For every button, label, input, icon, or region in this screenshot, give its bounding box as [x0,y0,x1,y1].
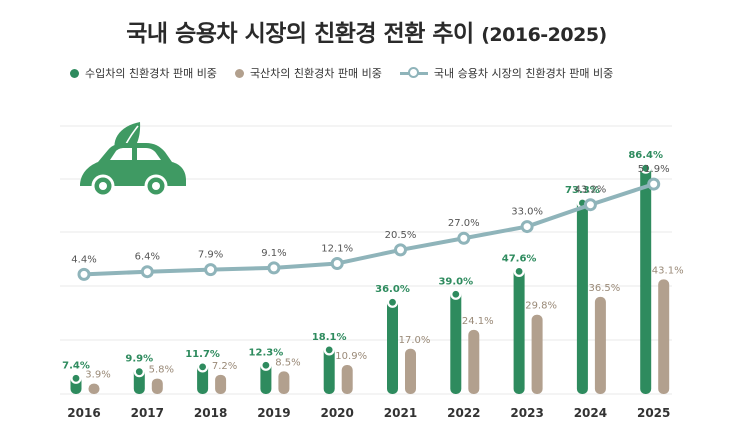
bar-domestic-2016 [88,383,100,394]
bar-import-cap-2018 [197,361,209,373]
x-tick-label-2017: 2017 [131,406,164,420]
data-label-domestic-2025: 43.1% [652,265,684,276]
chart-title: 국내 승용차 시장의 친환경 전환 추이 (2016-2025) [0,14,733,48]
bar-import-cap-2017 [133,366,145,378]
x-tick-label-2018: 2018 [194,406,227,420]
data-labels-group: 7.4%3.9% 9.9%5.8% 11.7%7.2% 12.3%8.5% 18.1% 1… [62,150,683,380]
legend-line-marker-total [399,67,428,79]
bar-domestic-2019 [278,371,290,394]
data-label-domestic-2024: 36.5% [589,283,621,294]
bar-domestic-2022 [468,329,480,394]
legend-item-import: 수입차의 친환경차 판매 비중 [70,65,217,81]
x-tick-label-2021: 2021 [384,406,417,420]
bars-group [70,162,670,394]
data-label-total-2024: 43.2% [575,185,607,196]
line-point-total-2021 [394,243,407,257]
bar-domestic-2021 [405,348,416,394]
x-tick-label-2024: 2024 [574,406,607,420]
bar-import-cap-2016 [70,372,82,384]
data-label-domestic-2022: 24.1% [462,316,494,327]
line-point-total-2020 [330,256,344,270]
data-label-domestic-2020: 10.9% [335,351,367,362]
bar-import-2023 [513,267,525,394]
data-label-total-2022: 27.0% [448,218,480,229]
line-point-total-2023 [520,220,534,234]
legend-label-domestic: 국산차의 친환경차 판매 비중 [249,67,382,80]
bar-import-cap-2023 [513,265,525,277]
data-label-import-2021: 36.0% [375,284,410,295]
line-point-total-2025 [647,177,661,191]
data-label-import-2019: 12.3% [249,347,284,358]
data-label-domestic-2021: 17.0% [399,335,431,346]
legend-label-import: 수입차의 친환경차 판매 비중 [85,67,217,80]
line-point-total-2018 [204,263,218,277]
data-label-import-2023: 47.6% [502,253,537,264]
data-label-import-2016: 7.4% [62,360,90,371]
title-years: (2016-2025) [481,24,607,46]
bar-import-cap-2020 [323,344,335,356]
data-label-total-2023: 33.0% [511,207,543,218]
bar-domestic-2023 [531,314,543,394]
bar-import-2021 [387,298,398,394]
x-axis: 2016 2017 2018 2019 2020 2021 2022 2023 2024 2025 [67,406,670,420]
data-label-total-2020: 12.1% [321,243,353,254]
bar-import-2024 [576,199,588,394]
legend-item-total: 국내 승용차 시장의 친환경차 판매 비중 [399,65,614,81]
data-label-total-2025: 51.9% [638,164,670,175]
data-label-import-2020: 18.1% [312,332,347,343]
data-label-domestic-2017: 5.8% [149,365,174,376]
bar-import-2025 [640,164,652,394]
line-point-total-2019 [267,261,281,275]
line-point-total-2016 [77,267,91,281]
x-tick-label-2016: 2016 [67,406,100,420]
data-label-domestic-2016: 3.9% [85,370,110,381]
data-label-import-2022: 39.0% [438,276,473,287]
legend-label-total: 국내 승용차 시장의 친환경차 판매 비중 [433,67,614,80]
bar-domestic-2017 [151,378,163,394]
eco-car-icon [80,122,186,198]
data-label-total-2016: 4.4% [71,254,96,265]
data-label-import-2017: 9.9% [125,354,153,365]
legend-item-domestic: 국산차의 친환경차 판매 비중 [234,65,382,81]
line-point-total-2024 [583,198,597,212]
bar-import-cap-2021 [386,296,399,308]
bar-domestic-2018 [215,374,227,394]
bar-domestic-2024 [594,296,606,394]
x-tick-label-2020: 2020 [320,406,353,420]
line-point-total-2017 [140,265,154,279]
data-label-domestic-2018: 7.2% [212,361,237,372]
data-label-total-2017: 6.4% [135,252,160,263]
bar-domestic-2025 [658,279,670,394]
bar-import-cap-2019 [260,359,272,371]
data-label-import-2018: 11.7% [185,349,220,360]
x-tick-label-2023: 2023 [510,406,543,420]
legend: 수입차의 친환경차 판매 비중 국산차의 친환경차 판매 비중 국내 승용차 시… [70,64,613,82]
data-label-import-2025: 86.4% [628,150,663,161]
title-main: 국내 승용차 시장의 친환경 전환 추이 [126,21,474,47]
legend-dot-import [70,68,79,78]
bar-import-cap-2025 [640,162,652,174]
bar-import-cap-2022 [450,288,462,300]
x-tick-label-2022: 2022 [447,406,480,420]
data-label-total-2018: 7.9% [198,250,223,261]
line-point-total-2022 [457,231,471,245]
bar-domestic-2020 [341,365,353,394]
data-label-domestic-2023: 29.8% [525,301,557,312]
line-series-total [83,182,655,277]
x-tick-label-2025: 2025 [637,406,670,420]
bar-import-2020 [323,345,335,394]
x-tick-label-2019: 2019 [257,406,290,420]
data-label-total-2021: 20.5% [385,230,417,241]
data-label-domestic-2019: 8.5% [275,357,300,368]
legend-dot-domestic [234,68,244,78]
data-label-import-2024: 73.3% [565,185,600,196]
line-series-group [77,177,661,281]
bar-import-2022 [450,290,462,394]
data-label-total-2019: 9.1% [261,248,286,259]
